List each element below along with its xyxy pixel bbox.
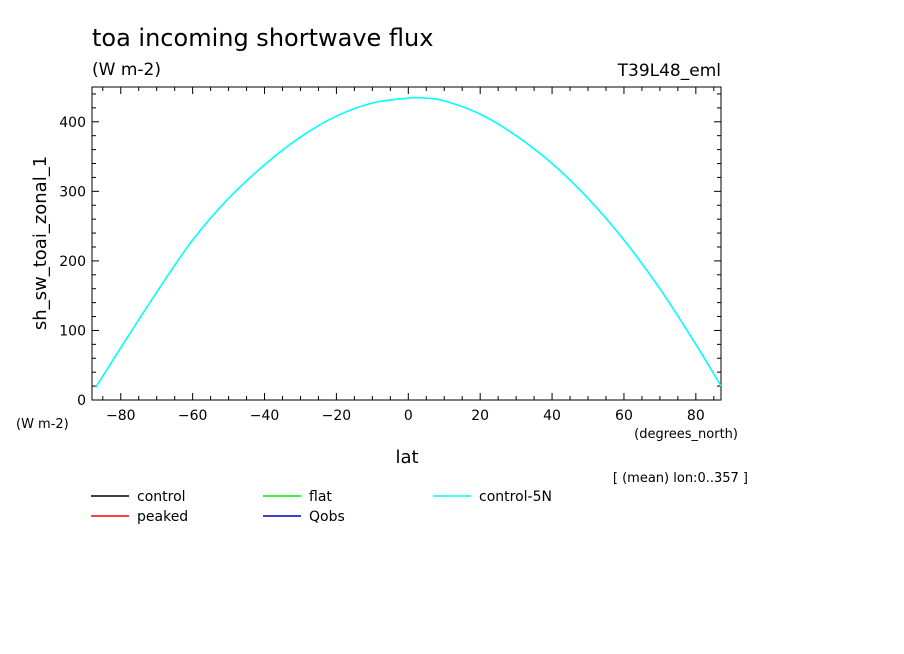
legend-label-control: control — [137, 489, 186, 505]
legend-label-control-5n: control-5N — [479, 489, 552, 505]
chart-title: toa incoming shortwave flux — [92, 24, 433, 52]
legend-label-peaked: peaked — [137, 509, 188, 525]
y-axis-label: sh_sw_toai_zonal_1 — [30, 156, 51, 330]
y-axis-tick-labels: 0 100 200 300 400 — [59, 115, 86, 409]
y-tick-label: 200 — [59, 254, 86, 270]
x-axis-units: (degrees_north) — [634, 427, 738, 442]
x-axis-ticks — [102, 87, 715, 400]
x-tick-label: −80 — [106, 408, 136, 424]
plot-frame — [91, 86, 722, 401]
legend: control flat control-5N peaked Qobs — [91, 489, 552, 525]
x-tick-label: 20 — [471, 408, 489, 424]
legend-label-qobs: Qobs — [309, 509, 345, 525]
legend-label-flat: flat — [309, 489, 332, 505]
y-tick-label: 0 — [77, 393, 86, 409]
y-tick-label: 400 — [59, 115, 86, 131]
x-tick-label: −60 — [178, 408, 208, 424]
x-tick-label: 0 — [404, 408, 413, 424]
y-axis-ticks — [92, 93, 721, 401]
x-tick-label: −40 — [250, 408, 280, 424]
chart-units: (W m-2) — [92, 60, 161, 80]
model-label: T39L48_eml — [617, 61, 721, 81]
averaging-note: [ (mean) lon:0..357 ] — [613, 471, 748, 486]
series-layer — [94, 96, 722, 388]
x-tick-label: −20 — [322, 408, 352, 424]
x-axis-tick-labels: −80 −60 −40 −20 0 20 40 60 80 — [106, 408, 705, 424]
x-tick-label: 80 — [687, 408, 705, 424]
y-tick-label: 100 — [59, 323, 86, 339]
x-tick-label: 40 — [543, 408, 561, 424]
y-tick-label: 300 — [59, 184, 86, 200]
x-tick-label: 60 — [615, 408, 633, 424]
x-axis-label: lat — [395, 447, 418, 468]
y-axis-units: (W m-2) — [16, 417, 69, 432]
series-line-control-5n — [94, 96, 722, 388]
